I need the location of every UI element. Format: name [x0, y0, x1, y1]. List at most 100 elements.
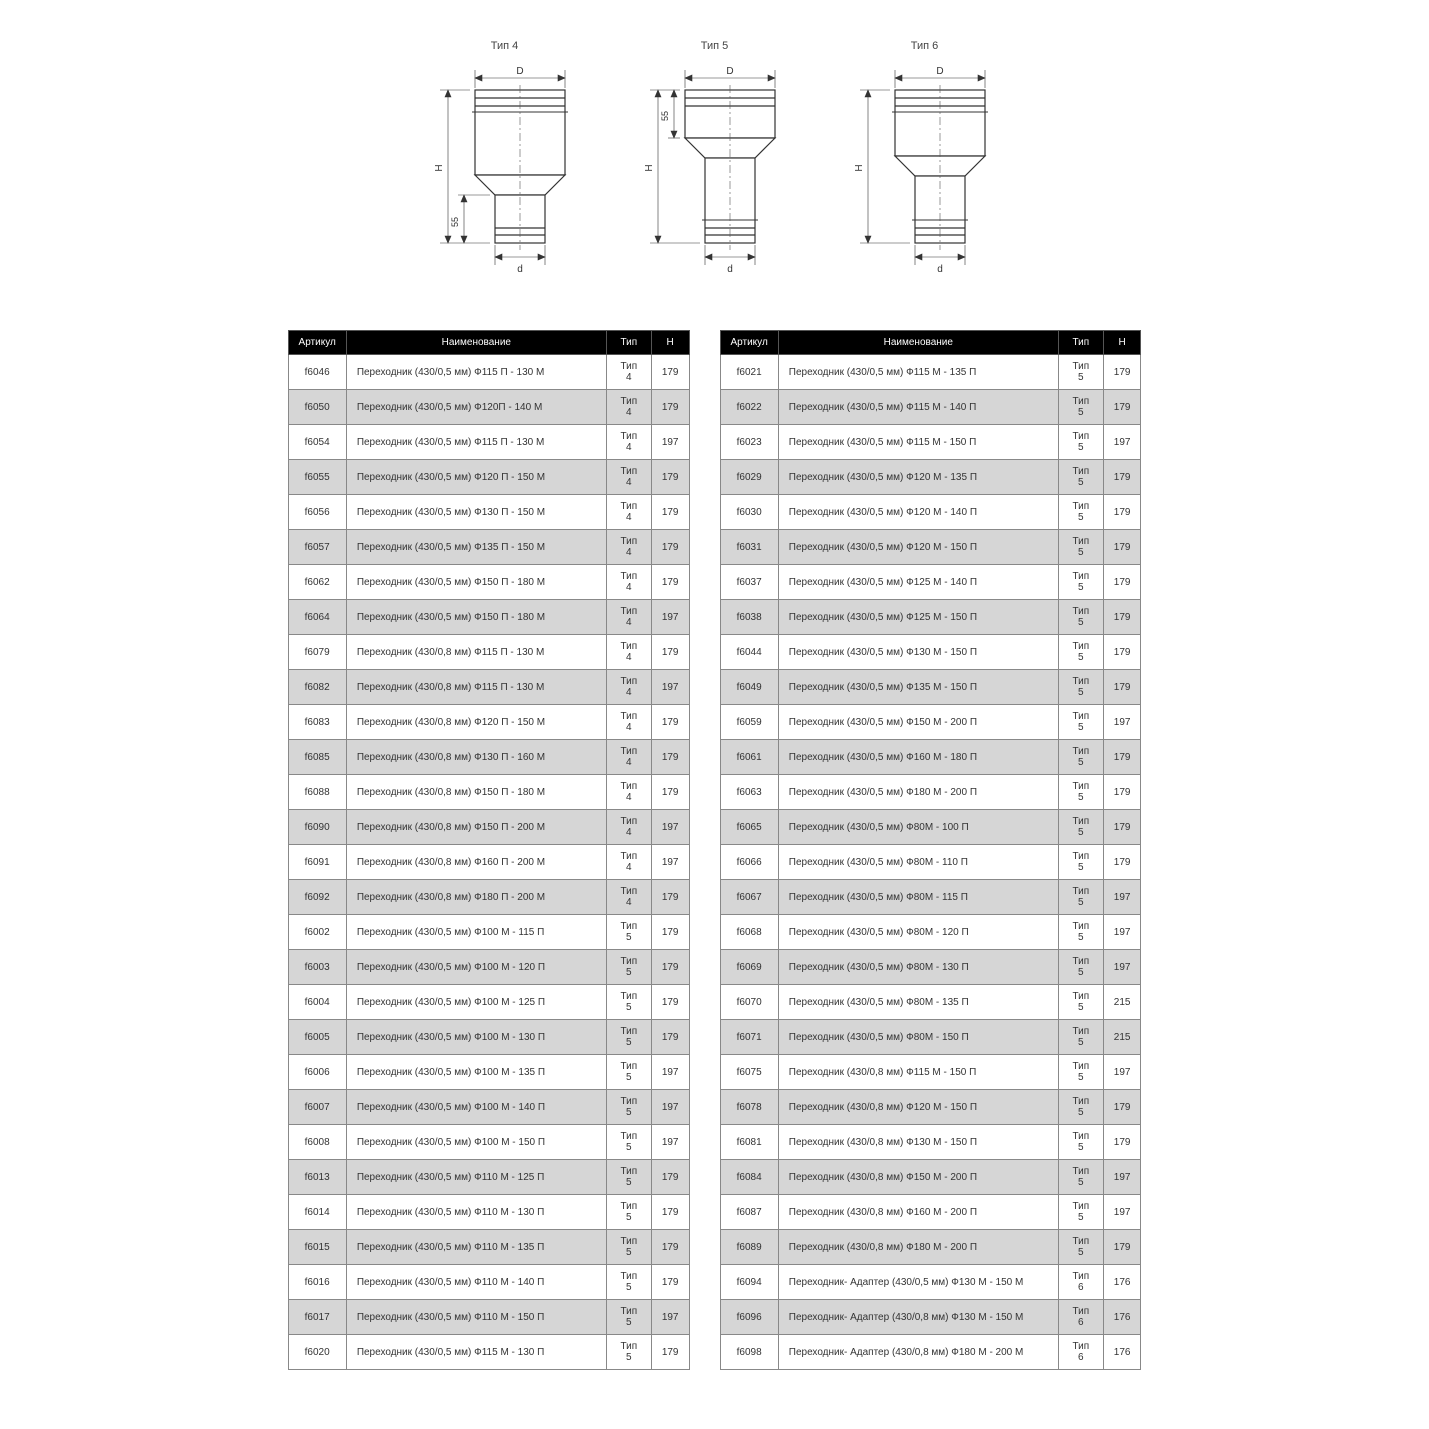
cell-art: f6015	[288, 1230, 346, 1265]
cell-art: f6037	[720, 565, 778, 600]
cell-h: 197	[651, 600, 689, 635]
cell-type: Тип 4	[606, 880, 651, 915]
table-row: f6090Переходник (430/0,8 мм) Ф150 П - 20…	[288, 810, 689, 845]
svg-text:55: 55	[660, 111, 670, 121]
cell-h: 179	[1103, 845, 1141, 880]
cell-art: f6013	[288, 1160, 346, 1195]
cell-art: f6090	[288, 810, 346, 845]
cell-h: 179	[1103, 600, 1141, 635]
cell-name: Переходник (430/0,8 мм) Ф120 М - 150 П	[778, 1090, 1058, 1125]
table-row: f6092Переходник (430/0,8 мм) Ф180 П - 20…	[288, 880, 689, 915]
cell-name: Переходник (430/0,8 мм) Ф115 М - 150 П	[778, 1055, 1058, 1090]
cell-name: Переходник- Адаптер (430/0,5 мм) Ф130 М …	[778, 1265, 1058, 1300]
cell-name: Переходник (430/0,8 мм) Ф160 П - 200 М	[346, 845, 606, 880]
cell-h: 179	[1103, 530, 1141, 565]
cell-name: Переходник (430/0,5 мм) Ф110 М - 150 П	[346, 1300, 606, 1335]
cell-h: 179	[1103, 1230, 1141, 1265]
cell-type: Тип 5	[1058, 1125, 1103, 1160]
cell-h: 179	[1103, 670, 1141, 705]
cell-name: Переходник (430/0,8 мм) Ф150 П - 180 М	[346, 775, 606, 810]
svg-text:d: d	[727, 264, 733, 275]
table-row: f6007Переходник (430/0,5 мм) Ф100 М - 14…	[288, 1090, 689, 1125]
th-art: Артикул	[720, 331, 778, 355]
cell-h: 179	[651, 460, 689, 495]
table-row: f6066Переходник (430/0,5 мм) Ф80М - 110 …	[720, 845, 1141, 880]
cell-type: Тип 5	[606, 1335, 651, 1370]
table-row: f6030Переходник (430/0,5 мм) Ф120 М - 14…	[720, 495, 1141, 530]
table-row: f6050Переходник (430/0,5 мм) Ф120П - 140…	[288, 390, 689, 425]
table-row: f6044Переходник (430/0,5 мм) Ф130 М - 15…	[720, 635, 1141, 670]
diagram-type6: Тип 6	[840, 40, 1010, 280]
cell-art: f6044	[720, 635, 778, 670]
cell-h: 179	[651, 1195, 689, 1230]
cell-type: Тип 4	[606, 740, 651, 775]
cell-type: Тип 5	[1058, 530, 1103, 565]
cell-h: 179	[651, 1265, 689, 1300]
cell-name: Переходник (430/0,8 мм) Ф150 П - 200 М	[346, 810, 606, 845]
cell-type: Тип 5	[1058, 1055, 1103, 1090]
cell-art: f6016	[288, 1265, 346, 1300]
cell-type: Тип 4	[606, 635, 651, 670]
table-row: f6057Переходник (430/0,5 мм) Ф135 П - 15…	[288, 530, 689, 565]
cell-name: Переходник (430/0,5 мм) Ф120 М - 150 П	[778, 530, 1058, 565]
cell-type: Тип 6	[1058, 1335, 1103, 1370]
cell-type: Тип 5	[606, 1230, 651, 1265]
th-h: H	[1103, 331, 1141, 355]
table-row: f6002Переходник (430/0,5 мм) Ф100 М - 11…	[288, 915, 689, 950]
cell-type: Тип 4	[606, 425, 651, 460]
cell-type: Тип 5	[1058, 495, 1103, 530]
cell-art: f6075	[720, 1055, 778, 1090]
cell-art: f6003	[288, 950, 346, 985]
cell-name: Переходник (430/0,5 мм) Ф100 М - 130 П	[346, 1020, 606, 1055]
cell-h: 179	[651, 1335, 689, 1370]
cell-type: Тип 5	[1058, 635, 1103, 670]
cell-art: f6087	[720, 1195, 778, 1230]
cell-name: Переходник (430/0,5 мм) Ф100 М - 115 П	[346, 915, 606, 950]
cell-type: Тип 5	[1058, 1160, 1103, 1195]
cell-name: Переходник (430/0,5 мм) Ф135 М - 150 П	[778, 670, 1058, 705]
table-row: f6055Переходник (430/0,5 мм) Ф120 П - 15…	[288, 460, 689, 495]
cell-type: Тип 5	[1058, 425, 1103, 460]
cell-art: f6082	[288, 670, 346, 705]
table-row: f6003Переходник (430/0,5 мм) Ф100 М - 12…	[288, 950, 689, 985]
cell-art: f6029	[720, 460, 778, 495]
table-row: f6091Переходник (430/0,8 мм) Ф160 П - 20…	[288, 845, 689, 880]
cell-h: 197	[651, 810, 689, 845]
cell-type: Тип 4	[606, 775, 651, 810]
cell-name: Переходник (430/0,8 мм) Ф130 П - 160 М	[346, 740, 606, 775]
cell-art: f6078	[720, 1090, 778, 1125]
table-row: f6096Переходник- Адаптер (430/0,8 мм) Ф1…	[720, 1300, 1141, 1335]
cell-name: Переходник (430/0,5 мм) Ф160 М - 180 П	[778, 740, 1058, 775]
cell-name: Переходник (430/0,5 мм) Ф110 М - 130 П	[346, 1195, 606, 1230]
cell-h: 176	[1103, 1300, 1141, 1335]
cell-h: 197	[1103, 915, 1141, 950]
th-art: Артикул	[288, 331, 346, 355]
diagram-title: Тип 4	[420, 40, 590, 52]
cell-name: Переходник (430/0,8 мм) Ф160 М - 200 П	[778, 1195, 1058, 1230]
cell-h: 179	[1103, 495, 1141, 530]
svg-text:D: D	[516, 66, 523, 77]
table-row: f6083Переходник (430/0,8 мм) Ф120 П - 15…	[288, 705, 689, 740]
cell-type: Тип 4	[606, 495, 651, 530]
cell-h: 197	[651, 1300, 689, 1335]
table-row: f6094Переходник- Адаптер (430/0,5 мм) Ф1…	[720, 1265, 1141, 1300]
cell-type: Тип 6	[1058, 1265, 1103, 1300]
cell-h: 179	[651, 635, 689, 670]
cell-art: f6008	[288, 1125, 346, 1160]
cell-h: 179	[651, 880, 689, 915]
table-row: f6022Переходник (430/0,5 мм) Ф115 М - 14…	[720, 390, 1141, 425]
cell-name: Переходник (430/0,5 мм) Ф120 М - 140 П	[778, 495, 1058, 530]
table-row: f6049Переходник (430/0,5 мм) Ф135 М - 15…	[720, 670, 1141, 705]
cell-name: Переходник- Адаптер (430/0,8 мм) Ф180 М …	[778, 1335, 1058, 1370]
diagram-svg-type4: D d H	[420, 60, 590, 280]
cell-art: f6088	[288, 775, 346, 810]
table-row: f6031Переходник (430/0,5 мм) Ф120 М - 15…	[720, 530, 1141, 565]
cell-art: f6085	[288, 740, 346, 775]
tables-row: Артикул Наименование Тип H f6046Переходн…	[30, 330, 1399, 1370]
cell-h: 179	[1103, 775, 1141, 810]
table-row: f6085Переходник (430/0,8 мм) Ф130 П - 16…	[288, 740, 689, 775]
cell-h: 179	[651, 530, 689, 565]
cell-art: f6006	[288, 1055, 346, 1090]
cell-h: 176	[1103, 1265, 1141, 1300]
table-row: f6087Переходник (430/0,8 мм) Ф160 М - 20…	[720, 1195, 1141, 1230]
